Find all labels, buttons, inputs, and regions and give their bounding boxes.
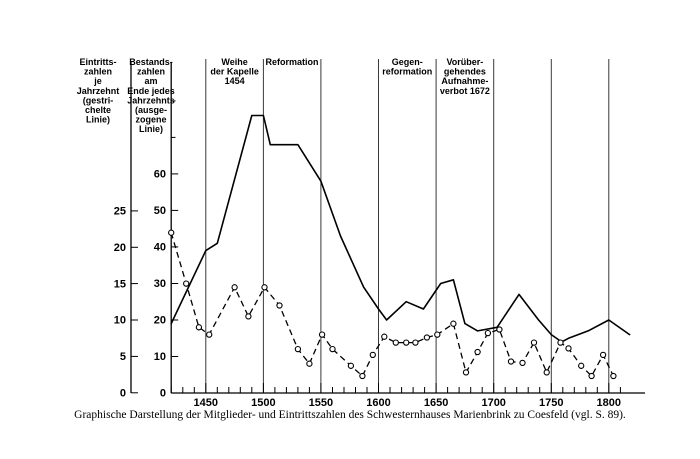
svg-text:1500: 1500	[251, 397, 275, 409]
svg-text:1450: 1450	[194, 397, 218, 409]
svg-text:20: 20	[154, 315, 166, 327]
svg-text:0: 0	[120, 388, 126, 400]
svg-text:Graphische Darstellung der Mit: Graphische Darstellung der Mitglieder- u…	[74, 409, 626, 421]
svg-text:1800: 1800	[597, 397, 621, 409]
svg-text:50: 50	[154, 205, 166, 217]
svg-text:60: 60	[154, 169, 166, 181]
svg-text:25: 25	[114, 206, 126, 218]
svg-text:1650: 1650	[424, 397, 448, 409]
svg-text:1600: 1600	[366, 397, 390, 409]
svg-text:10: 10	[154, 351, 166, 363]
svg-text:1550: 1550	[309, 397, 333, 409]
svg-text:0: 0	[160, 388, 166, 400]
svg-text:20: 20	[114, 242, 126, 254]
svg-text:1700: 1700	[481, 397, 505, 409]
svg-text:15: 15	[114, 278, 126, 290]
svg-text:40: 40	[154, 242, 166, 254]
svg-text:Reformation: Reformation	[265, 57, 318, 67]
svg-text:10: 10	[114, 315, 126, 327]
svg-text:30: 30	[154, 278, 166, 290]
svg-text:5: 5	[120, 351, 126, 363]
svg-text:1750: 1750	[539, 397, 563, 409]
